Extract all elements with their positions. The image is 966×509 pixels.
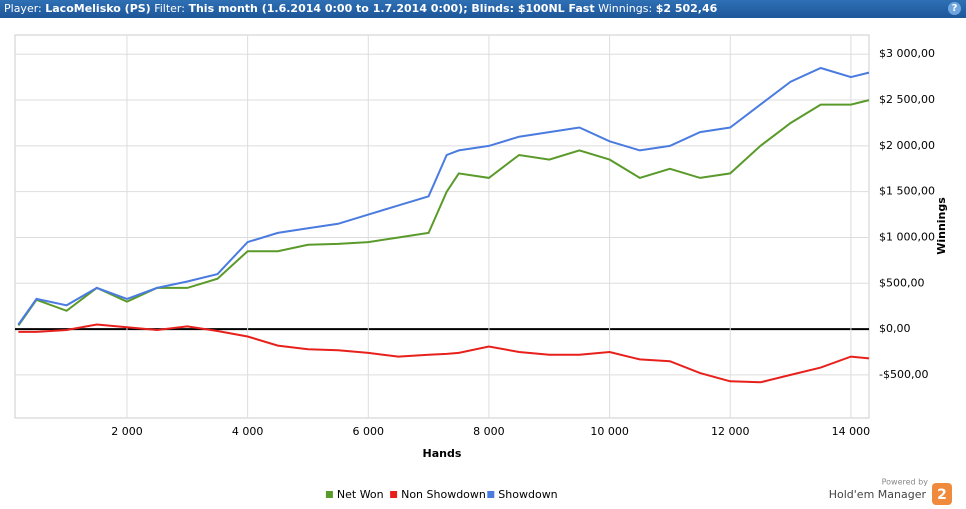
header: Player: LacoMelisko (PS) Filter: This mo… <box>0 0 966 18</box>
filter: This month (1.6.2014 0:00 to 1.7.2014 0:… <box>188 2 595 15</box>
x-tick-label: 2 000 <box>111 425 143 438</box>
product: Hold'em Manager <box>829 488 927 501</box>
player: LacoMelisko (PS) <box>45 2 151 15</box>
y-tick-label: $500,00 <box>879 276 925 289</box>
label: Winnings: <box>598 2 653 15</box>
series-line <box>18 323 870 384</box>
x-tick-label: 4 000 <box>232 425 264 438</box>
powered-by: Powered by <box>882 478 929 487</box>
legend-swatch <box>390 491 398 498</box>
y-tick-label: $2 000,00 <box>879 139 935 152</box>
y-tick-label: $0,00 <box>879 322 911 335</box>
logo <box>932 483 952 505</box>
x-axis-title: Hands <box>423 447 462 460</box>
label: Filter: <box>154 2 185 15</box>
y-axis-title: Winnings <box>935 197 948 255</box>
y-tick-label: $1 000,00 <box>879 230 935 243</box>
y-tick-label: $1 500,00 <box>879 185 935 198</box>
x-tick-label: 12 000 <box>711 425 750 438</box>
y-tick-label: $3 000,00 <box>879 47 935 60</box>
x-tick-label: 6 000 <box>353 425 385 438</box>
legend-swatch <box>487 491 495 498</box>
x-tick-label: 8 000 <box>473 425 505 438</box>
label: Player: <box>4 2 42 15</box>
y-tick-label: -$500,00 <box>879 368 928 381</box>
legend-label: Showdown <box>498 488 557 501</box>
legend-label: Net Won <box>337 488 384 501</box>
x-tick-label: 10 000 <box>590 425 629 438</box>
plot-area <box>14 34 870 419</box>
legend-label: Non Showdown <box>401 488 486 501</box>
legend-swatch <box>325 491 333 498</box>
winnings: $2 502,46 <box>655 2 718 15</box>
y-tick-label: $2 500,00 <box>879 93 935 106</box>
help-button[interactable]: ? <box>948 2 961 15</box>
x-tick-label: 14 000 <box>832 425 871 438</box>
chart: Hands Winnings Powered by Hold'em Manage… <box>14 34 952 505</box>
series-line <box>17 66 870 326</box>
logo-text: 2 <box>937 487 947 503</box>
